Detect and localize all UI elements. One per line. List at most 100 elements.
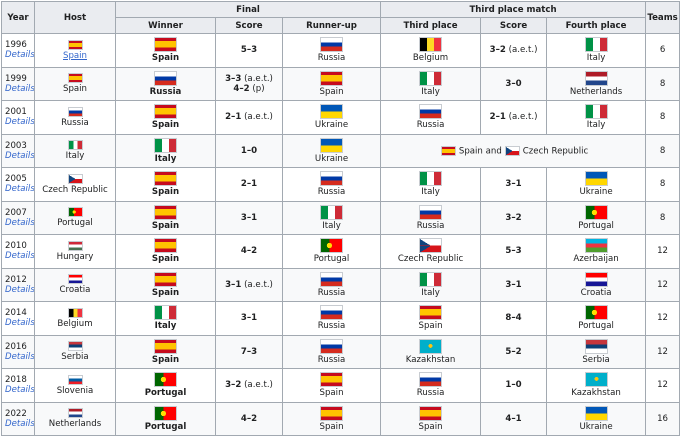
flag-icon [320,104,344,120]
details-link[interactable]: Details [5,418,35,429]
flag-icon [320,405,344,421]
year-cell: 2012 Details [1,267,35,302]
third-score-line: 2–1 (a.e.t.) [482,112,546,122]
fourth-place-cell: Portugal [546,301,647,336]
teams: 12 [645,234,680,269]
details-link[interactable]: Details [5,83,35,94]
flag-icon [320,37,344,53]
fourth-place: Ukraine [579,187,613,198]
host-cell: Italy [34,133,116,168]
teams: 8 [645,66,680,101]
winner: Spain [151,254,180,265]
host: Croatia [59,285,91,296]
header-winner: Winner [115,17,216,34]
score: 3–1 [240,212,258,223]
details-link[interactable]: Details [5,184,35,195]
year-cell: 2018 Details [1,368,35,403]
details-link[interactable]: Details [5,217,35,228]
winner-cell: Spain [115,33,216,68]
flag-icon [154,104,177,120]
year-cell: 2014 Details [1,301,35,336]
score-line: 3–2 (a.e.t.) [217,380,282,390]
third-place-cell: Czech Republic [380,234,482,269]
details-wrap: Details [5,217,35,228]
table-row: 2001 Details Russia Spain 2–1 (a.e.t.) Ukrain… [1,100,680,135]
third-place-cell: Italy [380,167,482,202]
third-place: Czech Republic [397,254,464,265]
runner-up-cell: Portugal [281,234,382,269]
host-cell: Spain [34,66,116,101]
flag-icon [67,207,83,218]
runner-up-cell: Spain [281,368,382,403]
host: Hungary [56,251,94,262]
year-cell: 2001 Details [1,100,35,135]
score-line: 2–1 [217,179,282,189]
third-score-cell: 1–0 [480,368,548,403]
host[interactable]: Spain [62,50,87,61]
table-row: 2005 Details Czech Republic Spain 2–1 Russia I… [1,167,680,202]
score: 7–3 [240,346,258,357]
header-fourth-place: Fourth place [546,17,647,34]
details-link[interactable]: Details [5,117,35,128]
flag-icon [67,39,83,50]
third-place: Belgium [412,53,449,64]
third-score: 3–1 [505,179,522,190]
score-line: 3–1 (a.e.t.) [217,279,282,290]
third-score-line: 3–0 [482,79,546,89]
host: Slovenia [56,385,94,396]
details-link[interactable]: Details [5,318,35,329]
table-row: 2014 Details Belgium Italy 3–1 Russia Spain 8–4… [1,301,680,336]
flag-icon [584,37,608,53]
score-line: 3–3 (a.e.t.) [217,74,282,84]
third-place-cell: Italy [380,267,482,302]
details-link[interactable]: Details [5,385,35,396]
runner-up-cell: Spain [281,66,382,101]
flag-icon [419,271,443,287]
flag-icon [320,171,344,187]
details-wrap: Details [5,418,35,429]
year: 2010 [5,241,27,252]
fourth-place-cell: Serbia [546,334,647,369]
fourth-place-cell: Netherlands [546,66,647,101]
third-place-cell: Spain [380,401,482,436]
details-wrap: Details [5,150,35,161]
winner-cell: Portugal [115,368,216,403]
fourth-place: Italy [586,120,606,131]
host: Netherlands [48,419,102,430]
third-score-line: 8–4 [482,313,546,323]
score-cell: 2–1 (a.e.t.) [215,100,283,135]
score: 5–3 [240,45,258,56]
third-place-cell: Russia [380,200,482,235]
flag-icon [320,70,344,86]
winner: Spain [151,53,180,64]
host-cell: Czech Republic [34,167,116,202]
third-place: Italy [421,86,440,97]
host: Italy [65,151,85,162]
details-link[interactable]: Details [5,251,35,262]
runner-up: Russia [317,53,346,64]
details-link[interactable]: Details [5,351,35,362]
flag-icon [67,106,83,117]
runner-up: Ukraine [314,120,349,131]
third-place: Russia [416,220,445,231]
year: 1999 [5,73,27,84]
runner-up: Russia [317,354,346,365]
score: 4–2 [233,83,250,94]
third-score: 4–1 [505,413,522,424]
flag-icon [320,338,344,354]
flag-icon [440,145,456,156]
details-wrap: Details [5,251,35,262]
joint-third-team: Czech Republic [522,146,589,156]
winner-cell: Spain [115,100,216,135]
details-link[interactable]: Details [5,50,35,61]
winner-cell: Spain [115,167,216,202]
runner-up: Russia [317,321,346,332]
score-note: (a.e.t.) [244,279,273,290]
fourth-place-cell: Azerbaijan [546,234,647,269]
score-line: 3–1 [217,313,282,323]
details-link[interactable]: Details [5,150,35,161]
third-place-cell: Kazakhstan [380,334,482,369]
table-row: 2016 Details Serbia Spain 7–3 Russia Kazakhsta… [1,334,680,369]
details-link[interactable]: Details [5,284,35,295]
